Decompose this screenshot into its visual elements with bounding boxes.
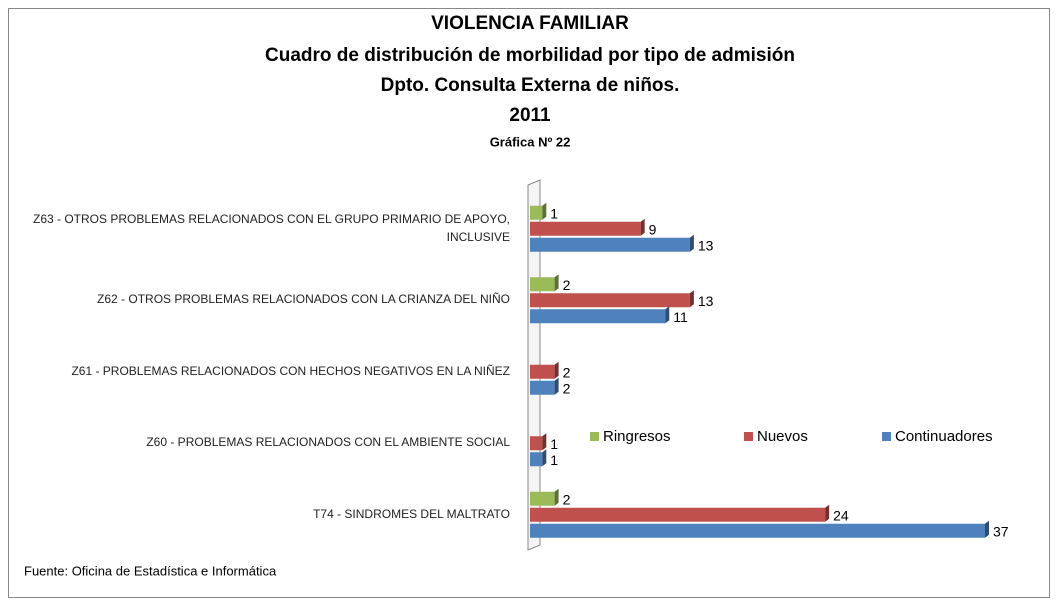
bar: [530, 504, 830, 522]
bar: [530, 377, 559, 395]
category-label: Z61 - PROBLEMAS RELACIONADOS CON HECHOS …: [71, 363, 510, 378]
data-label: 1: [550, 452, 558, 468]
bar: [530, 306, 670, 324]
source-note: Fuente: Oficina de Estadística e Informá…: [24, 563, 277, 578]
data-label: 2: [563, 380, 571, 396]
data-label: 2: [563, 491, 571, 507]
data-label: 13: [698, 293, 714, 309]
data-label: 1: [550, 205, 558, 221]
bar: [530, 433, 547, 451]
bar: [530, 274, 559, 292]
bar: [530, 290, 694, 308]
chart-subtitle: 2011: [509, 105, 551, 126]
legend-swatch: [744, 432, 753, 441]
category-label: Z60 - PROBLEMAS RELACIONADOS CON EL AMBI…: [146, 435, 510, 450]
bar: [530, 361, 559, 379]
data-label: 2: [563, 277, 571, 293]
legend-swatch: [590, 432, 599, 441]
data-label: 9: [649, 221, 657, 237]
category-label: T74 - SINDROMES DEL MALTRATO: [313, 506, 510, 521]
bar: [530, 218, 645, 236]
legend-label: Nuevos: [757, 428, 808, 445]
legend-swatch: [882, 432, 891, 441]
data-label: 37: [993, 523, 1009, 539]
bar: [530, 449, 547, 467]
legend-label: Continuadores: [895, 428, 993, 445]
data-label: 11: [673, 309, 688, 325]
data-label: 2: [563, 364, 571, 380]
chart-title: VIOLENCIA FAMILIAR: [431, 13, 629, 34]
bar: [530, 488, 559, 506]
chart-caption: Gráfica Nº 22: [490, 134, 571, 149]
data-label: 1: [550, 436, 558, 452]
bar: [530, 520, 989, 538]
bar: [530, 202, 547, 220]
category-label: Z62 - OTROS PROBLEMAS RELACIONADOS CON L…: [97, 292, 510, 307]
data-label: 13: [698, 237, 714, 253]
category-label: Z63 - OTROS PROBLEMAS RELACIONADOS CON E…: [33, 211, 510, 244]
chart-subtitle: Dpto. Consulta Externa de niños.: [381, 75, 680, 96]
chart-subtitle: Cuadro de distribución de morbilidad por…: [265, 45, 795, 66]
bar: [530, 234, 694, 252]
data-label: 24: [833, 507, 849, 523]
legend-label: Ringresos: [603, 428, 671, 445]
